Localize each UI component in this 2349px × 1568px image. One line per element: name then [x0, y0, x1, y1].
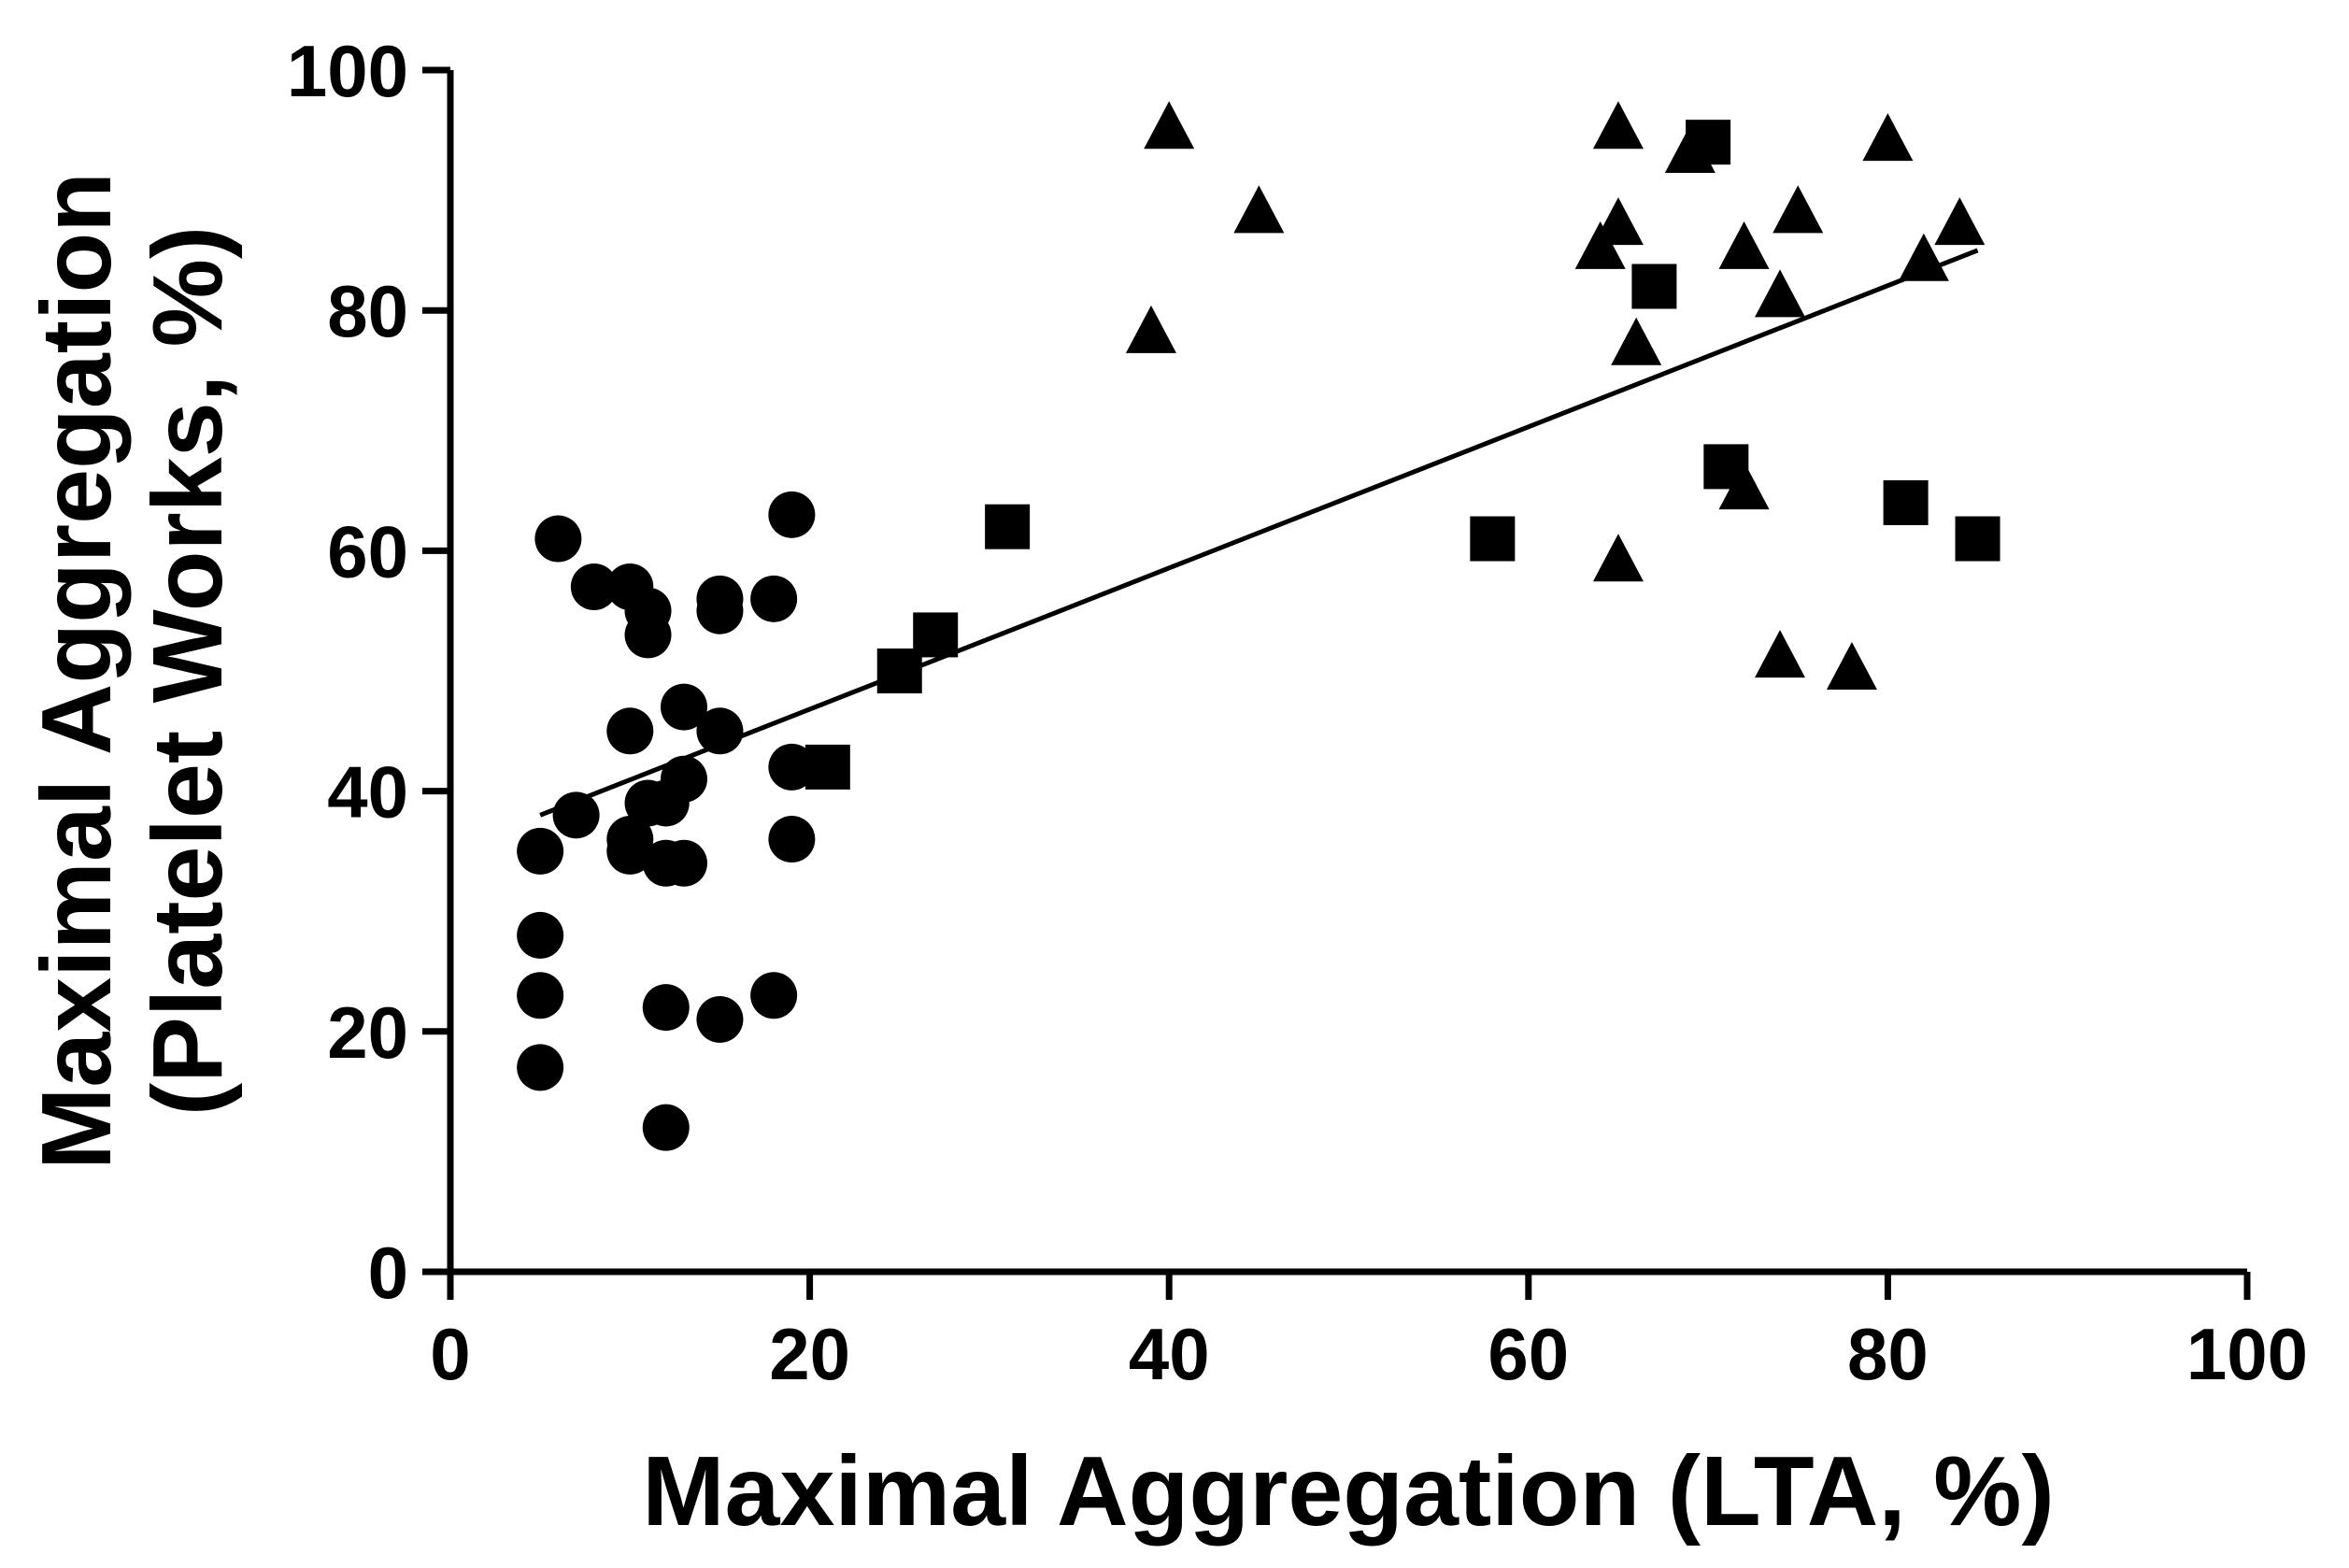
y-tick-label: 60 [327, 510, 408, 592]
y-tick-label: 20 [327, 991, 408, 1074]
square-point [1631, 264, 1677, 309]
triangle-point [1592, 101, 1644, 150]
circle-point [768, 816, 816, 863]
circle-point [696, 587, 744, 634]
circle-point [642, 984, 690, 1032]
x-tick-label: 20 [769, 1313, 850, 1395]
y-axis-title-line2: (Platelet Works, %) [133, 226, 243, 1116]
triangle-point [1718, 221, 1770, 269]
circle-point [606, 707, 654, 755]
triangle-point [1898, 233, 1949, 281]
triangle-point [1718, 462, 1770, 510]
circle-point [768, 743, 816, 791]
x-tick-label: 0 [430, 1313, 470, 1395]
square-point [804, 744, 850, 790]
triangle-point [1233, 185, 1285, 234]
x-tick-label: 40 [1129, 1313, 1210, 1395]
triangle-point [1574, 221, 1626, 269]
triangle-point [1934, 197, 1986, 246]
triangle-point [1826, 642, 1877, 690]
triangle-point [1755, 269, 1806, 318]
triangle-point [1772, 185, 1824, 234]
regression-line-group [539, 248, 1979, 818]
square-point [1470, 516, 1516, 562]
circle-point [768, 491, 816, 538]
axes [447, 70, 2247, 1276]
x-tick-label: 80 [1847, 1313, 1929, 1395]
triangle-point [1592, 197, 1644, 246]
circle-point [606, 827, 654, 875]
y-tick-label: 100 [287, 30, 408, 112]
x-tick-label: 60 [1488, 1313, 1569, 1395]
circle-point [642, 1104, 690, 1151]
circle-point [696, 995, 744, 1043]
circle-point [750, 972, 798, 1019]
circle-point [517, 827, 564, 875]
regression-line [539, 248, 1979, 818]
circle-point [517, 911, 564, 959]
triangle-point [1862, 113, 1914, 162]
circle-point [696, 707, 744, 755]
circle-point [660, 839, 707, 887]
triangle-point [1144, 101, 1195, 150]
triangle-point [1611, 317, 1662, 365]
circle-point [750, 575, 798, 622]
circle-point [517, 1044, 564, 1091]
triangle-point [1125, 305, 1176, 353]
y-tick-label: 40 [327, 751, 408, 834]
triangle-point [1592, 534, 1644, 582]
circle-point [624, 779, 672, 827]
circle-point [624, 611, 672, 659]
x-axis-title: Maximal Aggregation (LTA, %) [642, 1436, 2055, 1547]
y-axis-title-line1: Maximal Aggregation [21, 172, 132, 1170]
circle-point [517, 972, 564, 1019]
circle-point [570, 563, 618, 610]
triangle-point [1664, 125, 1715, 174]
x-tick-label: 100 [2186, 1313, 2308, 1395]
square-point [913, 612, 959, 658]
triangle-point [1755, 630, 1806, 678]
ticks: 0 20 40 60 80 100 0 20 40 60 80 100 [287, 30, 2308, 1395]
y-tick-label: 0 [368, 1232, 408, 1314]
y-tick-label: 80 [327, 270, 408, 352]
square-point [1955, 516, 2000, 562]
circle-point [660, 683, 707, 731]
circle-point [552, 791, 600, 839]
square-point [1883, 479, 1929, 525]
circle-point [534, 515, 582, 563]
data-points [517, 101, 2000, 1151]
square-point [985, 504, 1031, 549]
